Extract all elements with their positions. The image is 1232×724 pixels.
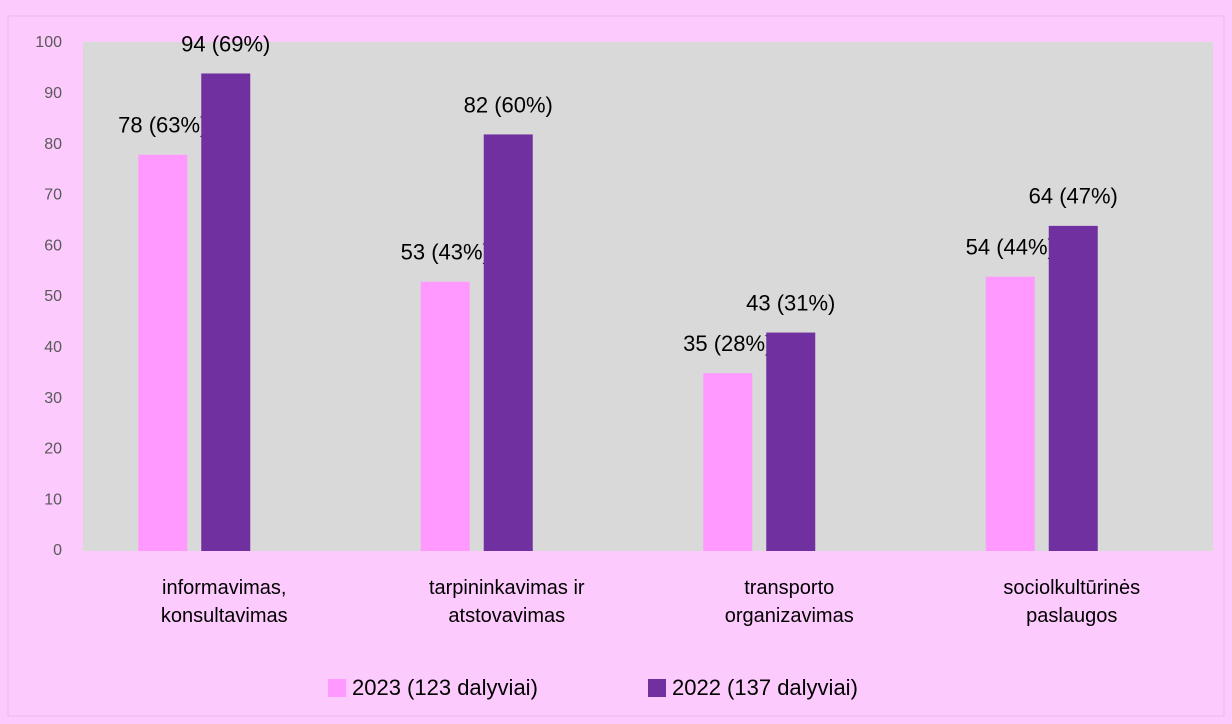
bar xyxy=(138,154,188,551)
x-tick-label: tarpininkavimas ir atstovavimas xyxy=(428,577,585,627)
x-tick-label: sociolkultūrinės paslaugos xyxy=(1003,577,1141,627)
chart-border xyxy=(7,15,1225,717)
x-tick-label: informavimas, konsultavimas xyxy=(160,577,288,627)
bar xyxy=(201,73,251,551)
bar xyxy=(703,373,753,551)
legend-swatch xyxy=(648,679,666,697)
y-tick-label: 10 xyxy=(44,491,62,508)
y-tick-label: 0 xyxy=(53,542,62,559)
bar xyxy=(1048,225,1098,551)
data-label: 82 (60%) xyxy=(464,92,553,117)
y-tick-label: 50 xyxy=(44,288,62,305)
bar xyxy=(766,332,816,551)
legend-label: 2022 (137 dalyviai) xyxy=(672,675,858,700)
y-tick-label: 100 xyxy=(35,34,62,51)
data-label: 78 (63%) xyxy=(118,113,207,138)
y-tick-label: 60 xyxy=(44,237,62,254)
y-tick-label: 20 xyxy=(44,441,62,458)
y-tick-label: 70 xyxy=(44,187,62,204)
y-tick-label: 80 xyxy=(44,136,62,153)
bar xyxy=(985,276,1035,551)
bar xyxy=(483,134,533,551)
data-label: 54 (44%) xyxy=(966,234,1055,259)
data-label: 64 (47%) xyxy=(1029,184,1118,209)
x-tick-label: transporto organizavimas xyxy=(724,577,854,627)
y-tick-label: 40 xyxy=(44,339,62,356)
data-label: 43 (31%) xyxy=(746,290,835,315)
data-label: 35 (28%) xyxy=(683,331,772,356)
plot-area xyxy=(83,42,1213,551)
legend-swatch xyxy=(328,679,346,697)
y-tick-label: 30 xyxy=(44,390,62,407)
data-label: 94 (69%) xyxy=(181,31,270,56)
bar xyxy=(420,281,470,551)
legend-label: 2023 (123 dalyviai) xyxy=(352,675,538,700)
y-tick-label: 90 xyxy=(44,85,62,102)
data-label: 53 (43%) xyxy=(401,240,490,265)
